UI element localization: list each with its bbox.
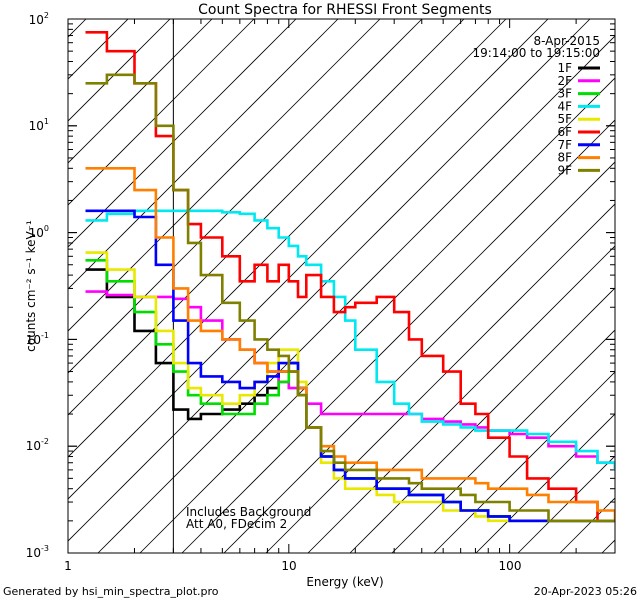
series-7F [85,209,615,523]
legend-label-8F: 8F [557,151,572,165]
hatch-line [68,19,213,164]
legend-label-5F: 5F [557,112,572,126]
time-range-label: 19:14:00 to 19:15:00 [473,46,600,60]
series-3F [85,259,615,523]
y-tick-labels: 10-3 10-2 10-1 100 101 102 [26,11,49,560]
x-tick-labels: 1 10 100 [64,559,521,573]
series-group [85,30,615,523]
hatch-line [68,19,171,122]
y-tick-label-1e2: 102 [29,11,49,27]
hatch-line [68,19,381,332]
hatch-line [517,455,615,553]
legend-label-2F: 2F [557,74,572,88]
hatch-line [559,497,615,553]
x-axis-label: Energy (keV) [306,575,383,589]
hatch-line [349,287,615,553]
y-tick-label-1e0: 100 [29,224,49,240]
annotation-background: Includes Background [186,505,311,519]
y-tick-label-1e1: 101 [29,117,49,133]
series-2F [85,290,615,470]
hatch-line [601,539,615,553]
hatch-line [68,19,591,542]
hatch-line [139,77,615,553]
legend-label-7F: 7F [557,138,572,152]
hatch-line [433,371,615,553]
legend-label-4F: 4F [557,99,572,113]
hatch-line [181,119,615,553]
x-tick-label-1: 1 [64,559,72,573]
series-9F [85,73,615,523]
hatch-line [68,19,549,500]
hatch-line [68,19,423,374]
hatch-line [307,245,615,553]
y-tick-label-1e-2: 10-2 [26,437,49,453]
series-6F [85,30,615,523]
series-4F [85,209,615,470]
hatch-line [68,19,87,38]
hatch-line [68,19,339,290]
hatch-line [223,161,615,553]
hatch-line [97,35,615,553]
footer-timestamp: 20-Apr-2023 05:26 [534,585,637,598]
axis-ticks [67,18,616,554]
y-tick-label-1e-3: 10-3 [26,544,49,560]
date-label: 8-Apr-2015 [533,34,600,48]
legend-label-1F: 1F [557,61,572,75]
y-axis-label: counts cm⁻² s⁻¹ keV⁻¹ [24,220,38,352]
hatch-line [68,19,129,80]
legend-label-3F: 3F [557,87,572,101]
footer-generated-by: Generated by hsi_min_spectra_plot.pro [3,585,219,598]
x-tick-label-10: 10 [281,559,296,573]
hatch-line [0,19,2,553]
annotation-attenuator: Att A0, FDecim 2 [186,517,287,531]
hatch-line [68,19,297,248]
legend-label-9F: 9F [557,163,572,177]
y-tick-label-1e-1: 10-1 [26,331,49,347]
series-5F [85,251,615,523]
hatch-line [475,413,615,553]
hatch-line [68,19,255,206]
hatch-line [391,329,615,553]
legend-label-6F: 6F [557,125,572,139]
x-tick-label-100: 100 [499,559,522,573]
hatch-line [68,19,465,416]
hatch-line [68,19,507,458]
plot-frame [67,18,616,554]
chart-title: Count Spectra for RHESSI Front Segments [198,2,492,18]
